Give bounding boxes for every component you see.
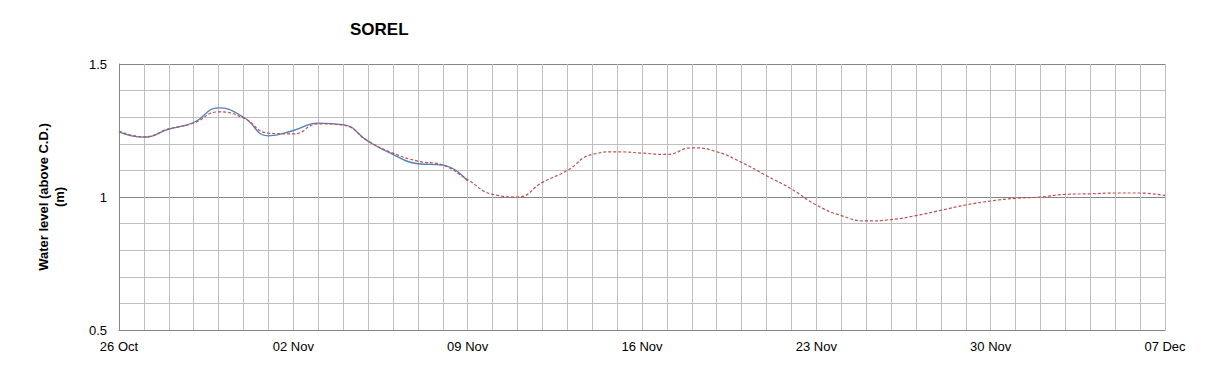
svg-text:02 Nov: 02 Nov xyxy=(273,339,315,354)
svg-text:SOREL: SOREL xyxy=(350,20,409,39)
svg-text:30 Nov: 30 Nov xyxy=(970,339,1012,354)
svg-text:Water level (above C.D.): Water level (above C.D.) xyxy=(36,123,51,271)
svg-text:(m): (m) xyxy=(52,187,67,207)
svg-text:07 Dec: 07 Dec xyxy=(1144,339,1186,354)
svg-text:09 Nov: 09 Nov xyxy=(447,339,489,354)
svg-text:16 Nov: 16 Nov xyxy=(621,339,663,354)
svg-text:0.5: 0.5 xyxy=(89,323,107,338)
svg-text:1: 1 xyxy=(100,190,107,205)
svg-text:23 Nov: 23 Nov xyxy=(796,339,838,354)
svg-text:26 Oct: 26 Oct xyxy=(100,339,139,354)
svg-text:1.5: 1.5 xyxy=(89,57,107,72)
